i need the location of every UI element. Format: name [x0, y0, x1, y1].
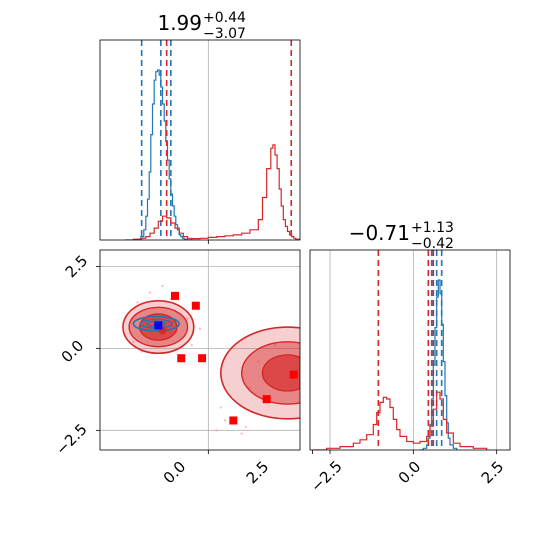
bl-scatter-point: [320, 406, 322, 408]
bl-xtick-label: 2.5: [243, 458, 273, 488]
bl-xtick-label: 0.0: [160, 458, 190, 488]
bl-scatter-point: [132, 340, 135, 344]
tl-title: 1.99 +0.44 −3.07: [157, 10, 246, 42]
br-title-lower: −0.42: [411, 236, 454, 252]
bl-scatter-point: [186, 317, 189, 321]
br-xtick-label: −2.5: [307, 457, 345, 495]
br-x-tick-labels: −2.5 0.0 2.5: [307, 457, 507, 495]
top-left-hist-panel: 1.99 +0.44 −3.07: [99, 10, 301, 244]
br-gridlines: [329, 250, 498, 450]
br-title-value: −0.71: [349, 221, 410, 245]
bl-scatter-point: [215, 429, 218, 432]
bl-plot-area: [100, 250, 323, 450]
bl-contours: [122, 300, 300, 420]
bl-ticks: [96, 265, 313, 454]
bl-scatter-point: [161, 284, 164, 288]
bl-scatter-point: [240, 432, 243, 435]
bl-scatter-point: [257, 360, 260, 363]
br-title: −0.71 +1.13 −0.42: [349, 220, 454, 252]
bl-ytick-label: −2.5: [52, 420, 90, 458]
bl-red-square: [198, 354, 207, 363]
bl-red-square: [177, 354, 186, 363]
br-hist-red: [313, 391, 488, 450]
bl-blue-square: [154, 321, 163, 330]
tl-title-value: 1.99: [157, 11, 202, 35]
br-xtick-label: 0.0: [395, 458, 425, 488]
bl-scatter-point: [223, 419, 227, 422]
tl-frame: [99, 39, 301, 241]
bl-scatter-point: [148, 291, 152, 294]
br-title-upper: +1.13: [411, 220, 454, 236]
br-plot-area: [313, 250, 498, 450]
bl-red-square: [289, 370, 298, 379]
bl-scatter-point: [136, 301, 139, 304]
br-ticks: [329, 450, 498, 454]
bl-red-square: [229, 416, 238, 425]
bl-scatter-point: [307, 419, 309, 421]
tl-title-lower: −3.07: [203, 26, 246, 42]
bl-scatter-point: [273, 343, 277, 347]
bl-red-contour: [261, 354, 300, 392]
tl-title-upper: +0.44: [203, 10, 246, 26]
bl-red-square: [262, 395, 271, 404]
bl-red-square: [191, 301, 200, 310]
bl-scatter-point: [190, 343, 193, 347]
bl-ytick-label: 0.0: [58, 337, 88, 367]
bl-scatter-point: [244, 425, 248, 429]
br-frame: [309, 249, 511, 451]
bl-blue-contour: [132, 315, 180, 332]
bl-red-square: [315, 359, 323, 367]
bl-scatter-points: [132, 284, 322, 435]
bl-scatter-point: [219, 406, 223, 409]
tl-hist-red: [125, 144, 300, 240]
bl-red-contour: [220, 326, 300, 420]
br-series-group: [313, 250, 488, 450]
br-hist-blue: [420, 279, 458, 450]
bl-markers: [154, 291, 323, 425]
bl-frame: [99, 249, 301, 451]
bottom-right-hist-panel: −0.71 +1.13 −0.42 −2.5 0.0 2.5: [307, 220, 511, 496]
br-xtick-label: 2.5: [478, 458, 508, 488]
bl-red-square: [171, 291, 179, 300]
tl-series-group: [125, 40, 300, 240]
bl-y-tick-labels: 2.5 0.0 −2.5: [52, 252, 91, 459]
tl-hist-blue: [133, 69, 193, 240]
bl-ytick-label: 2.5: [62, 252, 92, 282]
bl-gridlines: [100, 250, 300, 450]
bl-x-tick-labels: 0.0 2.5: [160, 458, 273, 488]
tl-plot-area: [125, 40, 300, 240]
bl-scatter-point: [248, 386, 252, 389]
bottom-left-contour-panel: 2.5 0.0 −2.5 0.0 2.5: [52, 249, 323, 488]
bl-scatter-point: [198, 327, 202, 330]
